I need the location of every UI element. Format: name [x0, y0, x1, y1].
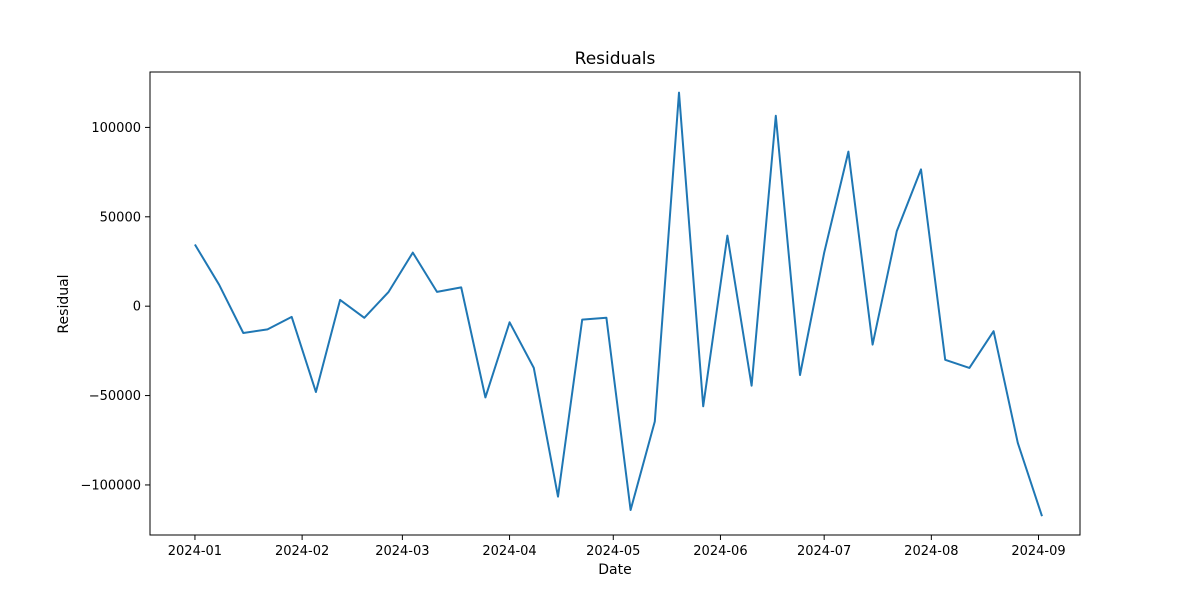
residual-series-line [194, 91, 1043, 517]
x-axis-ticks: 2024-01 2024-02 2024-03 2024-04 2024-05 2024-… [168, 535, 1066, 559]
x-tick-label: 2024-07 [797, 544, 851, 559]
y-axis-label: Residual [56, 274, 72, 333]
x-tick-label: 2024-08 [904, 544, 958, 559]
series-group [194, 91, 1043, 517]
x-tick-label: 2024-03 [375, 544, 429, 559]
chart-title: Residuals [575, 49, 656, 69]
plot-area-frame [149, 71, 1081, 536]
x-tick-label: 2024-02 [275, 544, 329, 559]
x-axis-label: Date [598, 562, 631, 578]
y-tick-label: −100000 [80, 478, 141, 493]
x-tick-label: 2024-09 [1011, 544, 1065, 559]
y-tick-label: 0 [133, 300, 141, 315]
y-axis-ticks: −100000 −50000 0 50000 100000 [80, 121, 150, 493]
y-tick-label: 100000 [91, 121, 141, 136]
x-tick-label: 2024-06 [693, 544, 747, 559]
y-tick-label: 50000 [100, 210, 141, 225]
x-tick-label: 2024-05 [586, 544, 640, 559]
x-tick-label: 2024-01 [168, 544, 222, 559]
x-tick-label: 2024-04 [482, 544, 536, 559]
y-tick-label: −50000 [89, 389, 141, 404]
